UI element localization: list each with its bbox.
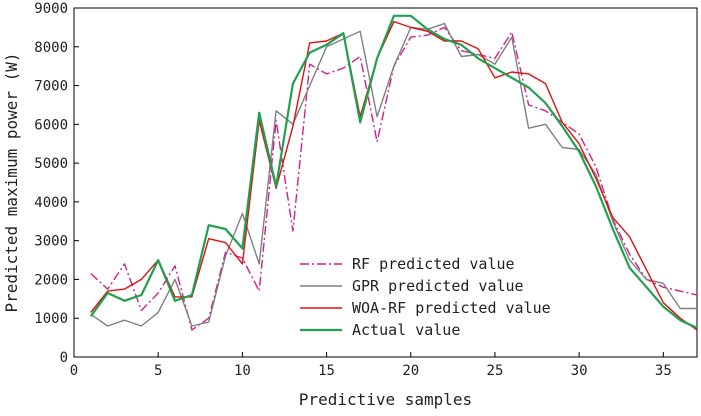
y-tick-label: 4000 (34, 195, 68, 211)
y-tick-label: 1000 (34, 311, 68, 327)
series-line-woa-rf-predicted-value (90, 20, 698, 331)
y-tick-label: 3000 (34, 234, 68, 250)
y-tick-label: 7000 (34, 79, 68, 95)
legend-label: GPR predicted value (352, 277, 524, 295)
legend-label: Actual value (352, 321, 460, 339)
y-tick-label: 0 (60, 350, 68, 366)
axis-group: 0 5 10 15 20 25 30 35 0 1000 2000 3000 4000 5000 6000 7… (34, 1, 671, 379)
x-tick-label: 15 (318, 363, 335, 379)
x-tick-label: 35 (655, 363, 672, 379)
x-tick-label: 0 (70, 363, 78, 379)
legend: RF predicted value GPR predicted value WOA… (300, 255, 551, 339)
x-tick-label: 20 (402, 363, 419, 379)
y-tick-label: 5000 (34, 156, 68, 172)
x-axis-title: Predictive samples (299, 390, 472, 409)
y-tick-label: 6000 (34, 117, 68, 133)
y-axis-title: Predicted maximum power (W) (2, 52, 21, 312)
y-tick-label: 9000 (34, 1, 68, 17)
series-group (89, 14, 698, 331)
x-tick-label: 5 (154, 363, 162, 379)
series-line-actual-value (89, 14, 698, 329)
legend-label: RF predicted value (352, 255, 515, 273)
y-tick-label: 2000 (34, 272, 68, 288)
x-tick-label: 10 (234, 363, 251, 379)
legend-label: WOA-RF predicted value (352, 299, 551, 317)
series-line-gpr-predicted-value (90, 22, 697, 327)
x-tick-label: 25 (487, 363, 504, 379)
x-tick-label: 30 (571, 363, 588, 379)
y-tick-label: 8000 (34, 40, 68, 56)
